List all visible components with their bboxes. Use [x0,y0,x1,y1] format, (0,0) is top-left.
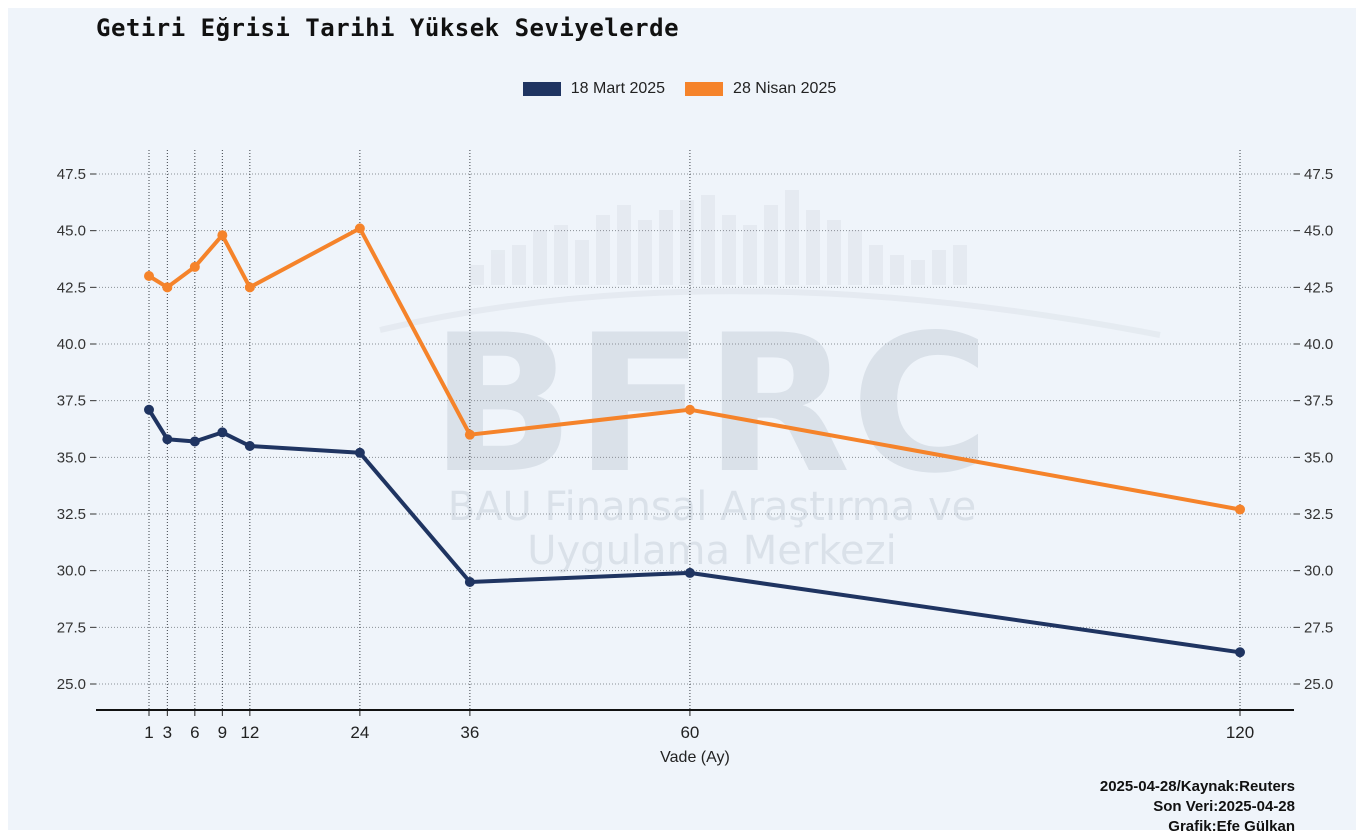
watermark-bar [638,220,652,285]
watermark-bar [617,205,631,285]
data-point-series-2 [464,429,475,440]
y-tick-label-left: 40.0 [57,336,86,353]
watermark-bar [659,210,673,285]
legend-label-series-2: 28 Nisan 2025 [733,80,837,97]
watermark-bar [785,190,799,285]
y-tick-label-left: 37.5 [57,393,86,410]
x-tick-label: 12 [240,723,259,742]
watermark-bar [932,250,946,285]
y-tick-label-right: 47.5 [1304,166,1333,183]
data-point-series-2 [144,271,154,281]
data-point-series-1 [464,577,475,587]
legend-swatch-series-1 [522,82,561,96]
watermark-bar [680,200,694,285]
data-point-series-1 [684,567,695,578]
watermark-bar [701,195,715,285]
y-tick-label-right: 27.5 [1304,619,1333,636]
x-tick-label: 1 [144,723,153,742]
data-point-series-1 [189,436,200,447]
data-point-series-1 [354,447,365,458]
watermark-bars [379,190,1161,338]
data-point-series-1 [244,441,255,451]
x-tick-label: 36 [460,723,479,742]
y-tick-label-left: 27.5 [57,619,86,636]
watermark-line-2: Uygulama Merkezi [527,528,897,574]
x-tick-label: 24 [350,723,369,742]
watermark-bar [575,240,589,285]
y-tick-label-right: 35.0 [1304,449,1333,466]
footer-author: Grafik:Efe Gülkan [1168,818,1295,835]
legend: 18 Mart 2025 28 Nisan 2025 [0,80,1359,98]
data-point-series-1 [144,404,154,415]
watermark-bar [533,230,547,285]
y-tick-label-right: 30.0 [1304,563,1333,580]
watermark-bar [554,225,568,285]
data-point-series-2 [189,261,200,272]
watermark-bar [827,220,841,285]
x-tick-label: 60 [680,723,699,742]
x-tick-label: 3 [163,723,172,742]
chart-background [8,8,1356,830]
watermark: BFRC BAU Finansal Araştırma ve Uygulama … [379,190,1161,574]
y-tick-label-left: 45.0 [57,223,86,240]
watermark-bar [911,260,925,285]
footer-credits: 2025-04-28/Kaynak:Reuters Son Veri:2025-… [1100,777,1295,837]
series-layer [144,223,1245,658]
data-point-series-2 [354,223,365,234]
y-tick-label-right: 32.5 [1304,506,1333,523]
watermark-line-1: BAU Finansal Araştırma ve [448,484,977,530]
y-tick-label-left: 35.0 [57,449,86,466]
footer-source: 2025-04-28/Kaynak:Reuters [1099,778,1295,795]
chart-title: Getiri Eğrisi Tarihi Yüksek Seviyelerde [96,14,680,42]
data-point-series-1 [162,434,173,445]
legend-swatch-series-2 [685,82,724,96]
y-tick-label-right: 40.0 [1304,336,1333,353]
y-tick-label-left: 42.5 [57,279,86,296]
y-tick-label-right: 37.5 [1304,393,1333,410]
legend-item-series-1: 18 Mart 2025 [522,80,666,98]
watermark-bar [890,255,904,285]
data-point-series-2 [684,404,695,415]
data-point-series-2 [1235,504,1245,515]
y-tick-label-left: 25.0 [57,676,86,693]
watermark-logo-text: BFRC [430,294,990,515]
watermark-bar [953,245,967,285]
y-tick-label-left: 30.0 [57,563,86,580]
data-point-series-2 [217,230,228,241]
watermark-bar [764,205,778,285]
y-tick-label-right: 45.0 [1304,223,1333,240]
data-point-series-1 [1235,647,1245,658]
y-tick-label-left: 32.5 [57,506,86,523]
y-tick-label-left: 47.5 [57,166,86,183]
watermark-bar [722,215,736,285]
watermark-bar [743,225,757,285]
watermark-bar [869,245,883,285]
legend-label-series-1: 18 Mart 2025 [570,80,666,97]
data-point-series-2 [162,282,173,293]
watermark-bar [806,210,820,285]
x-axis-label: Vade (Ay) [660,749,730,766]
watermark-arc [379,288,1161,338]
x-tick-label: 120 [1226,723,1254,742]
watermark-bar [470,265,484,285]
watermark-bar [491,250,505,285]
watermark-bar [512,245,526,285]
axes: 25.0 25.0 27.5 27.5 30.0 30.0 32.5 32.5 35.0 35.0… [57,166,1333,742]
legend-item-series-2: 28 Nisan 2025 [685,80,836,98]
y-tick-label-right: 42.5 [1304,279,1333,296]
data-point-series-1 [217,427,228,438]
watermark-bar [848,230,862,285]
data-point-series-2 [244,282,255,293]
y-tick-label-right: 25.0 [1304,676,1333,693]
x-tick-label: 6 [190,723,199,742]
footer-last-data: Son Veri:2025-04-28 [1153,798,1295,815]
x-tick-label: 9 [218,723,227,742]
watermark-bar [596,215,610,285]
